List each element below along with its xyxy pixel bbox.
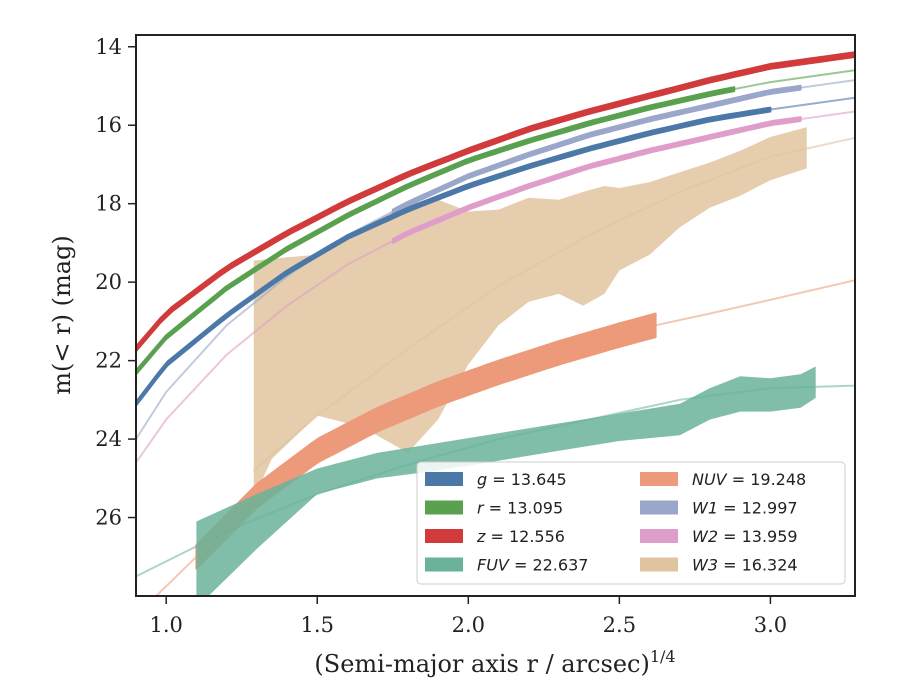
x-tick-label: 2.0 xyxy=(452,613,485,637)
legend-swatch-z xyxy=(425,529,463,543)
x-tick-label: 1.5 xyxy=(301,613,334,637)
plot-frame xyxy=(135,34,856,597)
legend-label-w1: W1 = 12.997 xyxy=(692,499,798,518)
series-fuv-band xyxy=(196,366,816,596)
x-axis: 1.0 1.5 2.0 2.5 3.0 xyxy=(150,596,787,637)
y-axis-label: m(< r) (mag) xyxy=(48,235,76,394)
series-g-curve xyxy=(136,106,772,407)
series-w1-curve xyxy=(391,84,802,215)
legend-swatch-g xyxy=(425,472,463,486)
y-tick-label: 18 xyxy=(95,192,122,216)
series-z-curve xyxy=(136,51,855,353)
x-tick-label: 1.0 xyxy=(150,613,183,637)
y-tick-label: 24 xyxy=(95,427,122,451)
series-r-curve xyxy=(136,86,736,376)
legend-swatch-nuv xyxy=(640,472,678,486)
series-w3-extrapolation xyxy=(252,136,855,472)
legend-label-w3: W3 = 16.324 xyxy=(692,556,798,575)
legend-label-w2: W2 = 13.959 xyxy=(692,527,798,546)
y-tick-label: 26 xyxy=(95,506,122,530)
legend-swatch-w2 xyxy=(640,529,678,543)
legend-swatch-fuv xyxy=(425,557,463,572)
x-axis-label: (Semi-major axis r / arcsec)1/4 xyxy=(314,647,675,678)
y-tick-label: 22 xyxy=(95,349,122,373)
series-fuv-extrapolation xyxy=(136,384,855,578)
series-layer xyxy=(136,51,855,596)
x-tick-label: 2.5 xyxy=(603,613,636,637)
x-tick-label: 3.0 xyxy=(754,613,787,637)
legend-label-r: r = 13.095 xyxy=(477,499,563,518)
legend-label-nuv: NUV = 19.248 xyxy=(692,470,806,489)
legend-swatch-r xyxy=(425,500,463,515)
legend-label-g: g = 13.645 xyxy=(477,470,567,489)
legend-label-fuv: FUV = 22.637 xyxy=(477,556,588,575)
y-axis: 14 16 18 20 22 24 26 xyxy=(95,35,136,530)
legend-label-z: z = 12.556 xyxy=(476,527,565,546)
series-w2-curve xyxy=(391,116,802,244)
legend-frame xyxy=(416,461,846,585)
y-tick-label: 20 xyxy=(95,270,122,294)
y-tick-label: 16 xyxy=(95,113,122,137)
series-nuv-curve xyxy=(195,312,657,570)
legend-swatch-w3 xyxy=(640,557,678,572)
legend: g = 13.645 r = 13.095 z = 12.556 FUV = 22.6… xyxy=(416,461,846,585)
legend-swatch-w1 xyxy=(640,500,678,515)
y-tick-label: 14 xyxy=(95,35,122,59)
